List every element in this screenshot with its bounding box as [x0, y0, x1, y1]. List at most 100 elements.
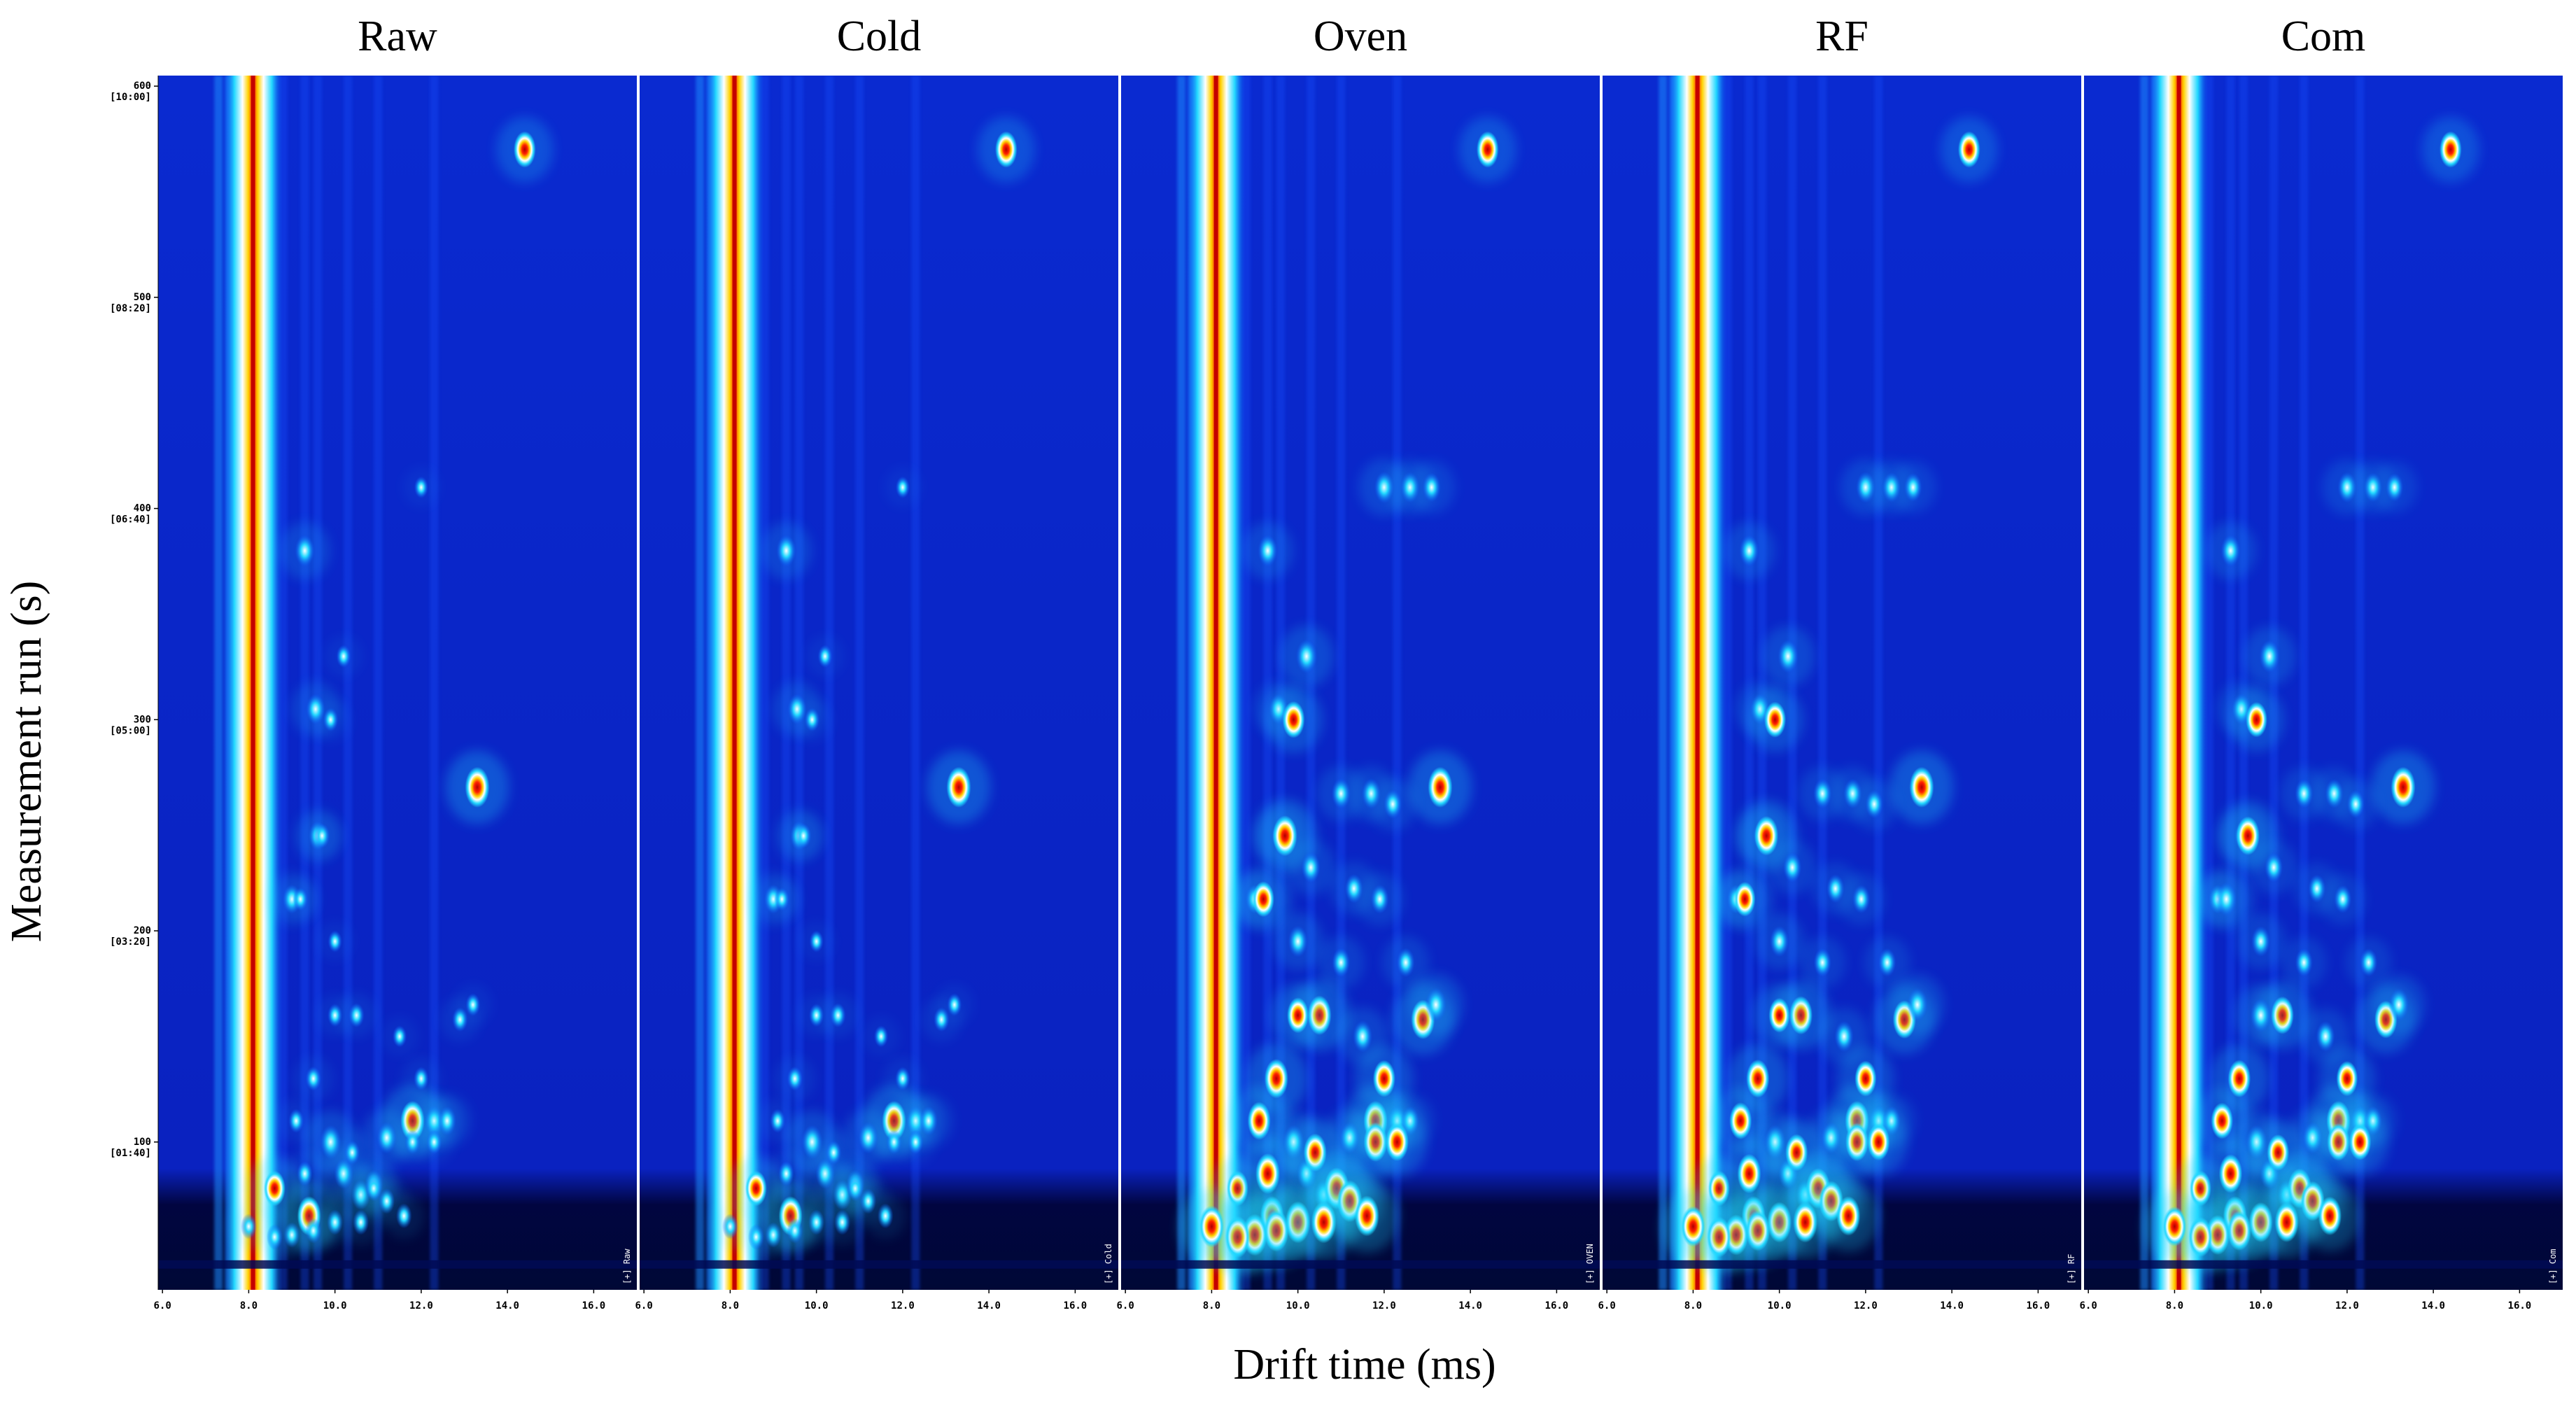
x-tick-label: 12.0 [409, 1300, 433, 1312]
processed-peak [1353, 1020, 1373, 1053]
y-tick-time-label: [06:40] [110, 514, 151, 526]
processed-peak [795, 823, 812, 849]
y-tick-time-label: [08:20] [110, 303, 151, 314]
processed-peak [323, 708, 339, 732]
x-tick-label: 14.0 [2421, 1300, 2445, 1312]
processed-peak [2265, 852, 2283, 883]
processed-peak [288, 1109, 304, 1133]
panel-tag: [+] Com [2548, 1249, 2558, 1284]
x-tick-label: 14.0 [495, 1300, 519, 1312]
processed-peak [2360, 948, 2378, 977]
ion-peak [1258, 535, 1278, 567]
processed-peak [722, 1214, 738, 1239]
x-tick-label: 16.0 [1545, 1300, 1569, 1312]
ion-peak [776, 535, 796, 567]
reactant-ion-peak-core [251, 76, 255, 1290]
x-tick-label: 8.0 [722, 1300, 739, 1312]
panel-raw: [+] Raw Raw 6.0 8.0 10.0 12.0 14.0 16.0 [154, 13, 637, 1312]
processed-peak [1332, 948, 1351, 978]
processed-peak [1813, 778, 1832, 809]
ion-peak [745, 1170, 767, 1207]
processed-peak [1746, 1059, 1770, 1098]
y-tick-time-label: [10:00] [110, 92, 151, 103]
y-tick-time-label: [05:00] [110, 725, 151, 736]
reactant-ion-peak-core [2176, 76, 2181, 1290]
processed-peak [266, 1224, 283, 1250]
x-tick-label: 8.0 [1684, 1300, 1702, 1312]
processed-peak [1370, 884, 1389, 914]
processed-peak [2236, 816, 2260, 855]
x-axis-label: Drift time (ms) [1233, 1341, 1495, 1389]
processed-peak [747, 1224, 764, 1250]
processed-peak [2349, 1123, 2372, 1160]
processed-peak [1867, 1123, 1890, 1161]
processed-peak [414, 1067, 429, 1091]
panel-title-rf: RF [1815, 13, 1868, 60]
processed-peak [1252, 881, 1274, 918]
x-tick-label: 16.0 [1064, 1300, 1088, 1312]
processed-peak [426, 1130, 442, 1155]
ion-peak [1476, 131, 1499, 168]
processed-peak [1282, 701, 1305, 738]
processed-peak [1425, 987, 1447, 1022]
ion-peak [946, 766, 971, 808]
y-tick-label: 500 [134, 292, 151, 303]
processed-peak [2316, 1020, 2335, 1052]
processed-peak [1865, 789, 1883, 819]
y-axis: 100[01:40] 200[03:20] 300[05:00] 400[06:40]… [110, 76, 159, 1290]
processed-peak [2318, 1196, 2342, 1236]
ion-peak [1909, 766, 1934, 808]
ion-peak [263, 1170, 286, 1207]
ion-peak [1957, 131, 1980, 168]
processed-peak [1422, 472, 1441, 502]
processed-peak [770, 1109, 786, 1133]
x-tick-label: 6.0 [635, 1300, 653, 1312]
processed-peak [2274, 1202, 2299, 1243]
processed-peak [1288, 925, 1308, 957]
processed-peak [2211, 1102, 2234, 1139]
reactant-ion-peak-core [732, 76, 737, 1290]
processed-peak [1793, 1202, 1818, 1243]
processed-peak [293, 887, 308, 911]
processed-peak [1372, 1060, 1395, 1097]
processed-peak [1301, 852, 1321, 883]
reactant-ion-peak-core [1213, 76, 1218, 1290]
processed-peak [1272, 815, 1297, 857]
ion-peak [994, 131, 1018, 168]
processed-peak [1311, 1201, 1337, 1244]
y-tick-label: 600 [134, 80, 151, 92]
processed-peak [314, 823, 330, 849]
processed-peak [336, 645, 351, 668]
x-tick-label: 10.0 [1286, 1300, 1310, 1312]
processed-peak [2388, 988, 2409, 1022]
x-tick-label: 16.0 [2027, 1300, 2050, 1312]
processed-peak [2259, 640, 2280, 673]
processed-peak [1331, 778, 1351, 809]
ion-peak [295, 535, 315, 567]
processed-peak [873, 1025, 889, 1048]
processed-peak [2336, 1061, 2358, 1097]
processed-peak [395, 1203, 412, 1229]
processed-peak [774, 887, 789, 911]
processed-peak [1754, 816, 1779, 856]
panel-rf: [+] RF RF 6.0 8.0 10.0 12.0 14.0 16.0 [1598, 13, 2081, 1312]
x-tick-label: 12.0 [1372, 1300, 1396, 1312]
x-tick-label: 6.0 [1598, 1300, 1616, 1312]
processed-peak [297, 1161, 313, 1187]
ion-peak [1428, 766, 1453, 808]
x-tick-label: 16.0 [582, 1300, 606, 1312]
x-tick-label: 12.0 [891, 1300, 915, 1312]
x-tick-label: 14.0 [977, 1300, 1001, 1312]
x-tick-label: 6.0 [2080, 1300, 2097, 1312]
processed-peak [1768, 997, 1790, 1033]
y-tick-label: 400 [134, 503, 151, 514]
processed-peak [2227, 1060, 2251, 1098]
processed-peak [809, 930, 824, 952]
processed-peak [1396, 948, 1415, 978]
processed-peak [826, 1140, 842, 1165]
reactant-ion-peak-core [1695, 76, 1700, 1290]
panel-title-com: Com [2281, 13, 2366, 60]
processed-peak [2295, 948, 2313, 977]
processed-peak [1852, 885, 1871, 914]
x-tick-label: 10.0 [2249, 1300, 2273, 1312]
